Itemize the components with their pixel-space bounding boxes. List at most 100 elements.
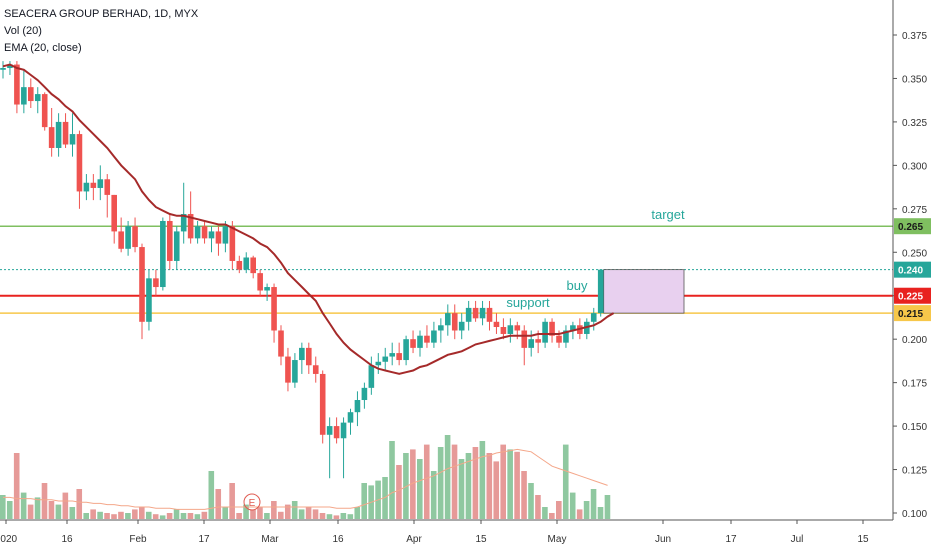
y-tick-label: 0.375 — [902, 31, 927, 42]
volume-bar — [542, 507, 548, 519]
candle-body — [549, 321, 555, 336]
x-tick-label: Apr — [406, 534, 422, 545]
candle-body — [521, 330, 528, 348]
volume-bar — [257, 507, 263, 519]
candle-body — [500, 327, 507, 334]
candle-body — [139, 247, 145, 322]
volume-bar — [437, 447, 444, 519]
volume-bar — [152, 514, 159, 519]
x-tick-label: 16 — [332, 534, 344, 545]
candle-body — [354, 400, 361, 413]
volume-bar — [549, 513, 555, 519]
candle-body — [28, 87, 34, 102]
candle-body — [201, 226, 208, 239]
candle-body — [62, 121, 69, 145]
candle-body — [118, 231, 124, 249]
candle-body — [306, 347, 312, 366]
candle-body — [292, 360, 298, 383]
volume-bar — [250, 509, 256, 519]
candle-body — [535, 339, 541, 343]
candle-body — [257, 273, 263, 291]
candle-body — [465, 307, 472, 322]
volume-bar — [278, 511, 284, 519]
volume-bar — [430, 471, 437, 519]
candle-body — [285, 356, 291, 383]
annotation-support: support — [506, 295, 550, 310]
candle-body — [403, 339, 409, 361]
volume-bar — [305, 507, 312, 519]
x-tick-label: 17 — [725, 534, 737, 545]
volume-bar — [569, 492, 576, 519]
volume-bar — [396, 465, 402, 519]
candle-body — [424, 335, 430, 343]
candle-body — [514, 325, 521, 331]
candle-body — [410, 339, 416, 348]
x-tick-label: 17 — [198, 534, 210, 545]
x-tick-label: Jul — [791, 534, 804, 545]
volume-bar — [291, 501, 298, 519]
candle-body — [111, 194, 117, 232]
volume-bar — [389, 441, 395, 519]
candle-body — [326, 426, 333, 435]
candle-body — [222, 226, 229, 244]
candle-body — [14, 64, 20, 105]
candle-body — [389, 353, 395, 357]
volume-bar — [284, 504, 291, 519]
candle-body — [83, 182, 90, 192]
event-marker-label: E — [249, 498, 256, 509]
volume-bar — [208, 471, 215, 519]
candle-body — [104, 179, 111, 195]
volume-bar — [159, 515, 166, 519]
y-tick-label: 0.200 — [902, 335, 927, 346]
x-tick-label: 16 — [61, 534, 73, 545]
candle-body — [458, 321, 465, 331]
volume-bar — [201, 511, 208, 519]
x-tick-label: May — [548, 534, 567, 545]
volume-bar — [451, 444, 458, 519]
candle-body — [208, 231, 215, 239]
volume-bar — [90, 509, 96, 519]
volume-bar — [97, 511, 103, 519]
legend-title: SEACERA GROUP BERHAD, 1D, MYX — [4, 8, 199, 20]
volume-bar — [562, 444, 569, 519]
candle-body — [278, 330, 284, 357]
candle-body — [570, 325, 576, 331]
y-tick-label: 0.325 — [902, 118, 927, 129]
volume-bar — [410, 449, 416, 519]
candle-body — [271, 287, 277, 331]
volume-bar — [0, 495, 6, 519]
volume-bar — [20, 492, 27, 519]
candle-body — [160, 220, 166, 288]
volume-bar — [597, 507, 604, 519]
volume-bar — [556, 501, 562, 519]
candle-body — [48, 127, 55, 148]
candle-body — [451, 313, 458, 331]
x-tick-label: Mar — [261, 534, 279, 545]
candle-body — [556, 335, 562, 343]
price-label-text: 0.225 — [898, 292, 923, 303]
y-tick-label: 0.275 — [902, 205, 927, 216]
ema-line — [2, 63, 615, 375]
y-tick-label: 0.175 — [902, 379, 927, 390]
volume-bar — [48, 501, 55, 519]
volume-bar — [111, 514, 117, 519]
volume-bar — [145, 511, 152, 519]
event-marker-circle — [243, 493, 261, 511]
candle-body — [472, 307, 479, 319]
candle-body — [97, 179, 104, 188]
volume-bar — [361, 483, 367, 519]
volume-bar — [417, 459, 423, 519]
price-label-text: 0.240 — [898, 266, 923, 277]
candle-body — [299, 347, 305, 361]
volume-bar — [333, 515, 340, 519]
volume-bar — [180, 513, 187, 519]
price-label-badge — [894, 305, 931, 322]
volume-bar — [55, 504, 62, 519]
candle-body — [21, 87, 27, 105]
volume-bar — [528, 483, 534, 519]
candle-body — [132, 226, 138, 248]
candle-body — [479, 307, 486, 319]
candle-body — [243, 257, 250, 270]
